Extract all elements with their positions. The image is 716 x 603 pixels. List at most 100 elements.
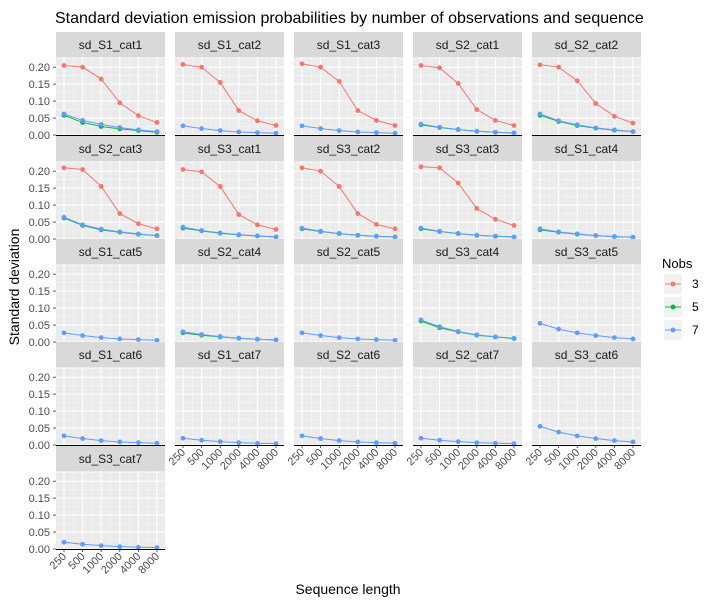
x-tick-label: 8000 [612, 447, 638, 473]
legend-label-nobs-7: 7 [692, 323, 699, 337]
data-point-nobs-3 [180, 62, 186, 67]
data-point-nobs-7 [336, 128, 342, 133]
data-point-nobs-7 [474, 232, 480, 238]
data-point-nobs-7 [255, 233, 260, 239]
data-point-nobs-7 [180, 224, 186, 230]
data-point-nobs-7 [80, 222, 85, 228]
facet-strip-label: sd_S3_cat2 [317, 142, 381, 156]
x-tick-label: 250 [286, 447, 307, 468]
facet-strip-label: sd_S3_cat5 [555, 245, 619, 259]
y-tick-label: 0.05 [29, 423, 50, 435]
data-point-nobs-7 [299, 123, 305, 129]
data-point-nobs-7 [180, 435, 186, 441]
facet-strip-label: sd_S2_cat2 [555, 38, 619, 52]
data-point-nobs-7 [255, 130, 260, 136]
facet-sd-S2-cat2: sd_S2_cat2 [532, 32, 641, 136]
data-point-nobs-3 [474, 206, 480, 211]
data-point-nobs-3 [154, 120, 160, 125]
data-point-nobs-3 [537, 62, 543, 68]
data-point-nobs-3 [80, 167, 85, 172]
data-point-nobs-7 [318, 126, 323, 131]
legend-label-nobs-5: 5 [692, 300, 699, 314]
data-point-nobs-7 [98, 226, 104, 232]
x-tick-label: 250 [405, 447, 426, 468]
facet-strip [175, 342, 284, 367]
data-point-nobs-3 [355, 211, 361, 216]
data-point-nobs-7 [255, 336, 260, 342]
series-line-nobs-3 [420, 64, 515, 126]
data-point-nobs-7 [98, 543, 104, 549]
data-point-nobs-7 [556, 429, 561, 435]
data-point-nobs-7 [537, 111, 543, 117]
data-point-nobs-3 [336, 184, 342, 189]
data-point-nobs-7 [392, 440, 398, 446]
data-point-nobs-7 [355, 232, 361, 238]
data-point-nobs-7 [437, 437, 442, 443]
facet-strip [413, 32, 522, 57]
facet-sd-S1-cat2: sd_S1_cat2 [175, 32, 284, 136]
data-point-nobs-7 [236, 440, 242, 446]
facet-strip-label: sd_S3_cat4 [436, 245, 500, 259]
series-line-nobs-7 [301, 125, 396, 134]
facet-strip [413, 239, 522, 264]
y-tick-label: 0.15 [29, 389, 50, 401]
legend-label-nobs-3: 3 [692, 277, 699, 291]
facet-strip [294, 342, 403, 367]
data-point-nobs-7 [418, 121, 424, 127]
data-point-nobs-7 [474, 128, 480, 134]
y-axis-title: Standard deviation [6, 229, 22, 346]
data-point-nobs-7 [455, 439, 461, 445]
data-point-nobs-7 [236, 232, 242, 237]
facet-strip-label: sd_S3_cat6 [555, 348, 619, 362]
data-point-nobs-7 [593, 233, 599, 239]
facet-strip-label: sd_S2_cat3 [79, 142, 143, 156]
data-point-nobs-7 [273, 234, 279, 240]
series-line-nobs-7 [301, 227, 396, 238]
data-point-nobs-7 [98, 335, 104, 340]
data-point-nobs-3 [80, 64, 85, 70]
data-point-nobs-3 [455, 180, 461, 186]
series-line-nobs-3 [63, 167, 158, 230]
facet-strip-label: sd_S2_cat5 [317, 245, 381, 259]
data-point-nobs-3 [318, 64, 323, 70]
data-point-nobs-3 [236, 108, 242, 113]
data-point-nobs-3 [374, 118, 379, 123]
data-point-nobs-7 [61, 214, 67, 220]
facet-strip-label: sd_S3_cat7 [79, 452, 143, 466]
data-point-nobs-7 [511, 234, 517, 240]
x-tick-label: 8000 [374, 447, 400, 473]
y-tick-label: 0.00 [29, 130, 50, 142]
facet-strip [413, 136, 522, 161]
data-point-nobs-3 [493, 216, 498, 222]
data-point-nobs-3 [612, 113, 617, 119]
series-line-nobs-7 [539, 228, 634, 238]
facet-sd-S2-cat4: sd_S2_cat4 [175, 239, 284, 343]
data-point-nobs-3 [318, 168, 323, 174]
data-point-nobs-7 [574, 231, 580, 237]
facet-strip [56, 446, 165, 471]
data-point-nobs-7 [154, 545, 160, 551]
series-line-nobs-7 [182, 226, 277, 238]
x-axis-title: Sequence length [295, 581, 400, 597]
data-point-nobs-3 [117, 211, 123, 216]
series-line-nobs-7 [420, 123, 515, 134]
facet-strip-label: sd_S2_cat6 [317, 348, 381, 362]
data-point-nobs-7 [537, 226, 543, 232]
facet-sd-S1-cat6: sd_S1_cat6 0.00 0.05 0.10 0.15 0.20 [29, 342, 165, 452]
data-point-nobs-7 [117, 229, 123, 235]
series-line-nobs-7 [301, 332, 396, 341]
data-point-nobs-7 [61, 539, 67, 545]
data-point-nobs-7 [273, 130, 279, 136]
data-point-nobs-7 [556, 229, 561, 235]
data-point-nobs-7 [574, 122, 580, 128]
data-point-nobs-7 [437, 324, 442, 330]
y-tick-label: 0.00 [29, 440, 50, 452]
data-point-nobs-7 [180, 123, 186, 129]
facet-strip [532, 342, 641, 367]
data-point-nobs-7 [136, 544, 141, 550]
facet-sd-S1-cat4: sd_S1_cat4 [532, 136, 641, 240]
data-point-nobs-3 [392, 226, 398, 232]
facet-sd-S1-cat1: sd_S1_cat1 0.00 0.05 0.10 0.15 0.20 [29, 32, 165, 142]
data-point-nobs-7 [273, 441, 279, 447]
